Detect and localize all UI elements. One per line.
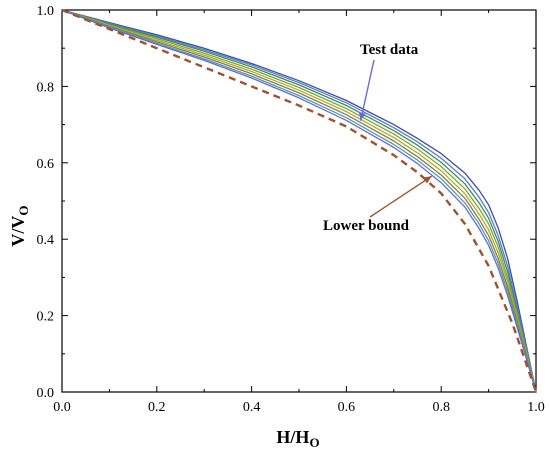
annotation-label: Test data xyxy=(360,42,419,58)
series-line-test-2 xyxy=(61,9,537,393)
y-tick-label: 0.0 xyxy=(37,386,55,401)
y-tick-label: 0.6 xyxy=(37,157,55,172)
x-tick-label: 1.0 xyxy=(527,400,545,415)
axes: 0.0 0.2 0.4 0.6 0.8 1.0 0.0 0.2 0.4 0.6 0.8 1.0 xyxy=(37,4,545,415)
y-axis-title: V/VO xyxy=(8,205,31,246)
series-line-test-5 xyxy=(61,9,537,393)
series-line-lower-bound xyxy=(61,8,538,393)
y-tick-label: 0.4 xyxy=(37,233,55,248)
y-tick-label: 0.2 xyxy=(37,310,55,325)
plot-frame xyxy=(61,9,537,393)
annotation-label: Lower bound xyxy=(323,218,410,234)
series-line-test-6 xyxy=(61,9,537,393)
y-axis-title-subscript: O xyxy=(16,205,31,215)
series-line-test-7 xyxy=(61,9,537,393)
series-line-test-1 xyxy=(61,9,537,393)
series-line-test-4 xyxy=(61,9,537,393)
x-tick-label: 0.0 xyxy=(53,400,71,415)
x-axis-title: H/HO xyxy=(276,427,319,450)
x-axis-title-subscript: O xyxy=(309,435,319,450)
x-tick-label: 0.4 xyxy=(243,400,261,415)
annotation-arrowhead xyxy=(423,176,432,184)
annotation-arrow xyxy=(359,59,375,121)
y-tick-label: 0.8 xyxy=(37,80,55,95)
x-tick-label: 0.8 xyxy=(432,400,450,415)
series-line-test-3 xyxy=(61,9,537,393)
y-tick-label: 1.0 xyxy=(37,4,55,19)
annotation-layer: Test data Lower bound xyxy=(323,42,433,234)
x-tick-label: 0.2 xyxy=(148,400,166,415)
annotation-arrow xyxy=(369,175,433,218)
series-line-test-8 xyxy=(61,9,537,393)
series-layer xyxy=(61,8,538,393)
x-tick-label: 0.6 xyxy=(338,400,356,415)
annotation-arrowhead xyxy=(358,112,366,121)
